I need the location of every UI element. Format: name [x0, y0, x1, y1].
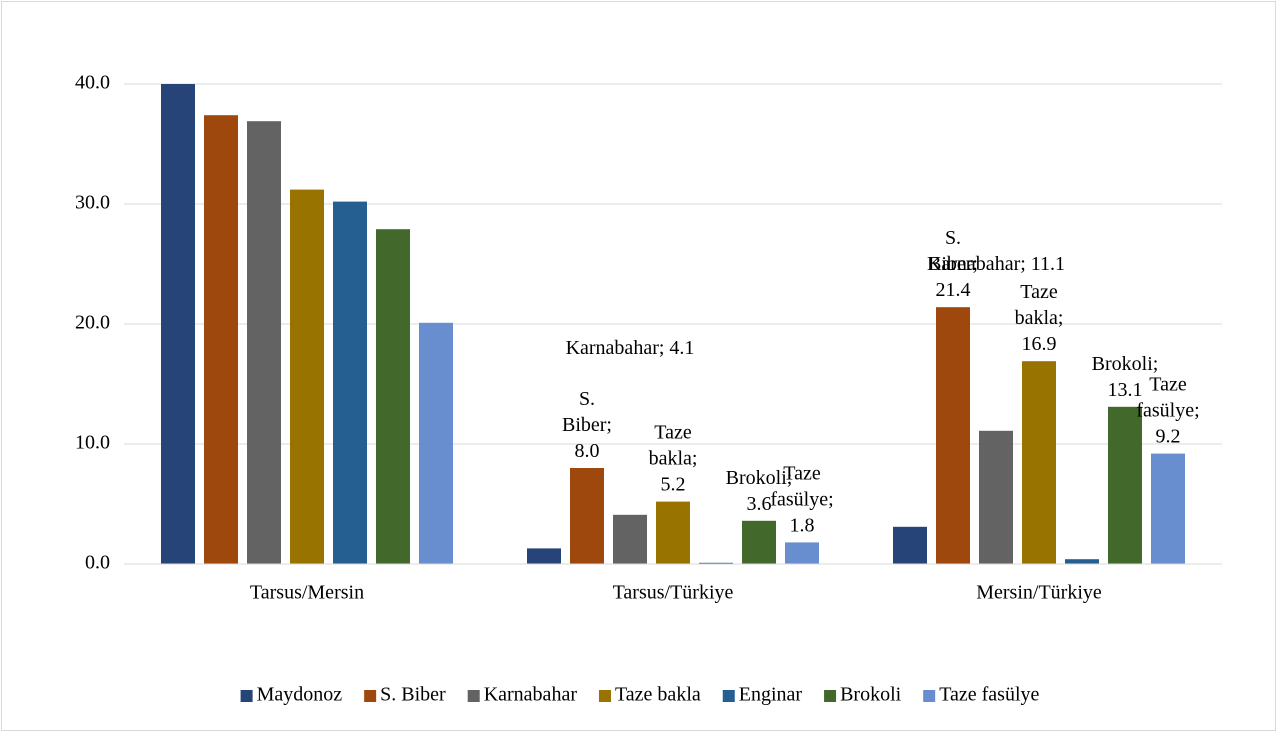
data-label: Brokoli; 3.6	[726, 466, 793, 514]
x-tick-label: Tarsus/Mersin	[250, 582, 364, 604]
legend-swatch	[467, 690, 480, 702]
legend-label: Maydonoz	[257, 684, 343, 706]
legend-label: Enginar	[739, 684, 803, 706]
legend-label: Taze bakla	[615, 684, 701, 706]
bar	[742, 520, 776, 564]
legend-swatch	[722, 690, 735, 702]
bar	[419, 322, 453, 564]
y-tick-label: 20.0	[75, 312, 110, 334]
bar	[247, 121, 281, 564]
legend-swatch	[240, 690, 253, 702]
data-label: Karnabahar; 4.1	[566, 336, 695, 358]
bar	[656, 501, 690, 564]
legend-label: Brokoli	[840, 684, 902, 706]
bar	[570, 468, 604, 564]
legend-label: Taze fasülye	[939, 684, 1039, 706]
data-label: S. Biber; 21.4	[928, 227, 978, 301]
bar	[1151, 453, 1185, 564]
bar	[979, 430, 1013, 564]
y-tick-label: 0.0	[85, 552, 110, 574]
data-label: Taze bakla; 16.9	[1015, 281, 1064, 355]
data-label: Taze fasülye; 1.8	[770, 462, 833, 536]
data-label: Brokoli; 13.1	[1092, 352, 1159, 400]
x-tick-label: Tarsus/Türkiye	[613, 582, 734, 604]
legend-swatch	[598, 690, 611, 702]
data-label: S. Biber; 8.0	[562, 388, 612, 462]
bar	[376, 229, 410, 564]
legend-swatch	[923, 690, 936, 702]
legend: Maydonoz S. Biber Karnabahar Taze bakla Engi…	[240, 684, 1040, 706]
bar	[204, 115, 238, 564]
bar	[161, 84, 195, 564]
y-tick-label: 10.0	[75, 432, 110, 454]
bar	[699, 562, 733, 564]
data-label: Taze fasülye; 9.2	[1136, 373, 1199, 447]
data-label: Taze bakla; 5.2	[649, 421, 698, 495]
bar	[936, 307, 970, 564]
legend-label: Karnabahar	[484, 684, 578, 706]
y-tick-label: 40.0	[75, 72, 110, 94]
bar	[290, 189, 324, 564]
legend-label: S. Biber	[380, 684, 446, 706]
y-tick-label: 30.0	[75, 192, 110, 214]
legend-swatch	[364, 690, 377, 702]
x-tick-label: Mersin/Türkiye	[976, 582, 1102, 604]
data-label: Karnabahar; 11.1	[927, 252, 1065, 274]
legend-swatch	[824, 690, 837, 702]
bar	[1108, 406, 1142, 564]
bar	[1065, 559, 1099, 564]
bar	[785, 542, 819, 564]
bar	[1022, 361, 1056, 564]
bar	[527, 548, 561, 564]
bar	[893, 526, 927, 564]
bar	[333, 201, 367, 564]
bar	[613, 514, 647, 564]
